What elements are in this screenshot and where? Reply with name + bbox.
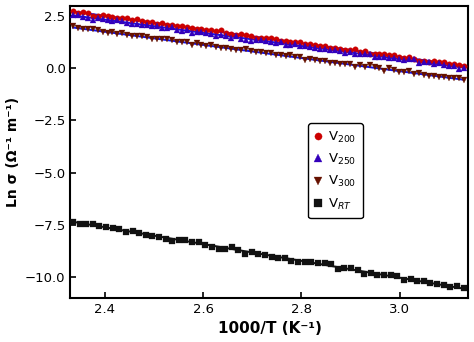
V$_{200}$ [302, 41, 308, 45]
V$_{300}$ [416, 71, 422, 75]
V$_{250}$ [308, 44, 313, 49]
V$_{200}$ [322, 44, 328, 48]
V$_{250}$ [461, 66, 466, 70]
V$_{300}$ [70, 24, 76, 28]
V$_{200}$ [70, 9, 76, 13]
V$_{300}$ [337, 62, 343, 66]
V$_{250}$ [243, 38, 249, 42]
Legend: V$_{200}$, V$_{250}$, V$_{300}$, V$_{RT}$: V$_{200}$, V$_{250}$, V$_{300}$, V$_{RT}… [308, 123, 363, 218]
Line: V$_{250}$: V$_{250}$ [70, 12, 466, 72]
V$_{RT}$ [202, 243, 208, 247]
Line: V$_{RT}$: V$_{RT}$ [70, 220, 466, 290]
V$_{RT}$ [169, 239, 175, 243]
V$_{250}$ [70, 13, 76, 17]
V$_{300}$ [243, 47, 249, 51]
V$_{RT}$ [182, 238, 188, 242]
V$_{200}$ [461, 64, 466, 68]
V$_{200}$ [243, 32, 249, 37]
V$_{200}$ [337, 47, 343, 51]
V$_{RT}$ [461, 286, 466, 290]
V$_{200}$ [308, 42, 313, 46]
V$_{250}$ [322, 47, 328, 51]
X-axis label: 1000/T (K⁻¹): 1000/T (K⁻¹) [218, 321, 321, 337]
V$_{RT}$ [196, 240, 201, 245]
V$_{250}$ [456, 67, 461, 71]
Line: V$_{300}$: V$_{300}$ [70, 24, 466, 83]
V$_{RT}$ [70, 220, 76, 224]
V$_{RT}$ [315, 261, 321, 265]
V$_{300}$ [461, 78, 466, 82]
V$_{200}$ [416, 58, 422, 63]
V$_{300}$ [322, 58, 328, 63]
Y-axis label: Ln σ (Ω⁻¹ m⁻¹): Ln σ (Ω⁻¹ m⁻¹) [6, 97, 19, 207]
V$_{250}$ [337, 49, 343, 53]
V$_{300}$ [308, 57, 313, 61]
V$_{RT}$ [137, 231, 142, 235]
V$_{250}$ [416, 61, 422, 65]
V$_{300}$ [302, 57, 308, 62]
Line: V$_{200}$: V$_{200}$ [70, 8, 466, 69]
V$_{250}$ [302, 44, 308, 48]
